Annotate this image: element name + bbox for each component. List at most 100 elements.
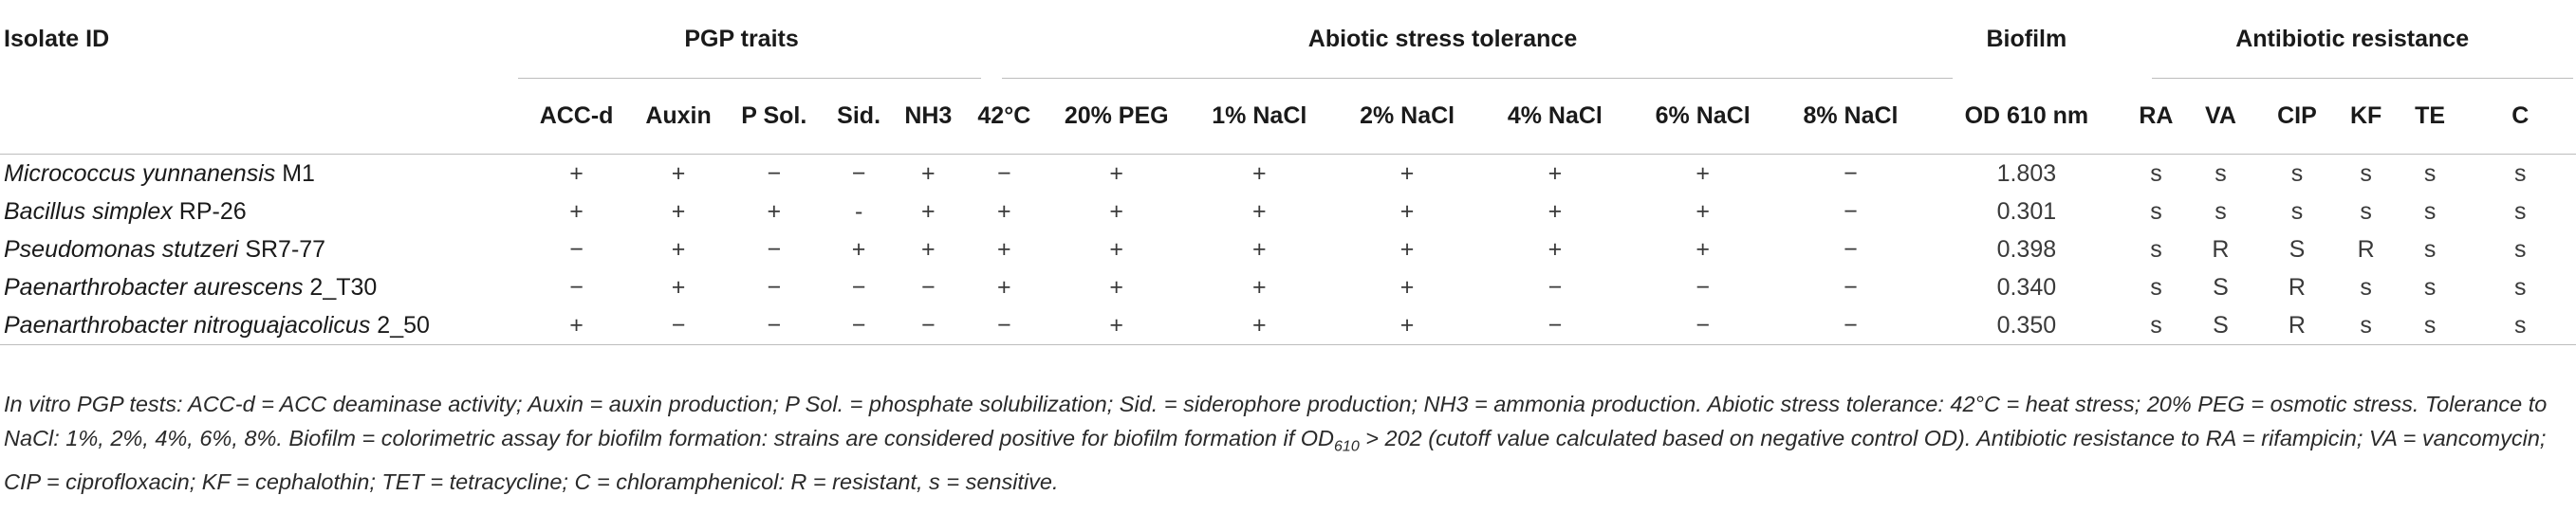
column-header: 2% NaCl: [1333, 78, 1481, 155]
table-cell: +: [1696, 197, 1710, 225]
table-cell: s: [2464, 306, 2576, 345]
isolate-genus: Paenarthrobacter aurescens: [4, 273, 304, 301]
table-cell: s: [2513, 273, 2527, 301]
table-cell: s: [2290, 159, 2304, 187]
table-row: Bacillus simplex RP-26 + + + - + + + + + + + − 0.301 s…: [0, 193, 2576, 230]
table-cell: −: [1776, 306, 1925, 345]
table-cell: −: [569, 273, 584, 301]
table-cell: −: [767, 235, 782, 263]
table-cell: R: [2257, 306, 2337, 345]
column-header: 6% NaCl: [1628, 78, 1777, 155]
column-header-row: ACC-d Auxin P Sol. Sid. NH3 42°C 20% PEG…: [0, 78, 2576, 155]
column-header: Sid.: [822, 78, 897, 155]
column-header: 20% PEG: [1047, 78, 1186, 155]
table-cell: +: [1109, 235, 1124, 263]
isolate-id-cell: Pseudomonas stutzeri SR7-77: [0, 230, 522, 268]
table-cell: −: [921, 273, 936, 301]
table-cell: s: [2423, 273, 2437, 301]
table-cell: −: [896, 306, 961, 345]
table-cell: S: [2289, 235, 2306, 263]
table-cell: −: [767, 273, 782, 301]
column-header: ACC-d: [522, 78, 631, 155]
table-cell: +: [1109, 197, 1124, 225]
table-cell: +: [671, 235, 686, 263]
table-cell: −: [630, 306, 727, 345]
table-cell: s: [2290, 197, 2304, 225]
group-abiotic-stress: Abiotic stress tolerance: [1307, 25, 1578, 52]
table-cell: −: [767, 159, 782, 187]
table-cell: −: [1547, 273, 1563, 301]
table-cell: 1.803: [1996, 159, 2057, 187]
table-cell: +: [1399, 197, 1415, 225]
isolate-strain: 2_50: [377, 311, 430, 339]
table-cell: −: [1844, 197, 1858, 225]
table-row: Pseudomonas stutzeri SR7-77 − + − + + + + + + + + − 0…: [0, 230, 2576, 268]
column-header: Auxin: [630, 78, 727, 155]
table-footnote: In vitro PGP tests: ACC-d = ACC deaminas…: [4, 387, 2566, 499]
table-cell: +: [1696, 235, 1710, 263]
column-header: P Sol.: [726, 78, 823, 155]
column-header: VA: [2183, 78, 2258, 155]
table-cell: +: [997, 235, 1011, 263]
isolate-genus: Paenarthrobacter nitroguajacolicus: [4, 311, 371, 339]
table-cell: s: [2215, 159, 2227, 187]
isolate-id-header: Isolate ID: [4, 25, 110, 52]
table-cell: S: [2213, 273, 2229, 301]
table-cell: +: [921, 159, 936, 187]
table-cell: R: [2288, 273, 2306, 301]
antibiotic-group-rule: [2152, 78, 2573, 79]
table-body: Micrococcus yunnanensis M1 + + − − + − + + + + + −1.…: [0, 155, 2576, 345]
column-header: CIP: [2257, 78, 2337, 155]
table-cell: +: [997, 273, 1011, 301]
column-header: 8% NaCl: [1776, 78, 1925, 155]
isolate-id-cell: Bacillus simplex RP-26: [0, 193, 522, 230]
table-cell: s: [2513, 159, 2527, 187]
isolate-strain: 2_T30: [309, 273, 378, 301]
table-cell: s: [2128, 306, 2184, 345]
table-cell: +: [1399, 159, 1415, 187]
table-cell: +: [1547, 197, 1563, 225]
table-row: Micrococcus yunnanensis M1 + + − − + − + + + + + − 1.…: [0, 155, 2576, 193]
column-header: TE: [2395, 78, 2465, 155]
column-header: 4% NaCl: [1480, 78, 1629, 155]
isolate-strain: RP-26: [178, 197, 247, 225]
table-cell: +: [1252, 273, 1267, 301]
footnote-subscript: 610: [1334, 438, 1360, 455]
pgp-group-rule: [518, 78, 981, 79]
table-cell: +: [1547, 159, 1563, 187]
table-row: Paenarthrobacter aurescens 2_T30 − + − − − + + +…: [0, 268, 2576, 306]
isolate-genus: Pseudomonas stutzeri: [4, 235, 239, 263]
table-row: Paenarthrobacter nitroguajacolicus 2_50 +…: [0, 306, 2576, 345]
table-cell: −: [822, 306, 897, 345]
table-cell: 0.340: [1996, 273, 2057, 301]
column-header: OD 610 nm: [1924, 78, 2129, 155]
table-cell: +: [671, 159, 686, 187]
table-cell: −: [1696, 273, 1710, 301]
table-cell: R: [2357, 235, 2375, 263]
isolate-strain: M1: [282, 159, 315, 187]
column-header: KF: [2336, 78, 2396, 155]
table-cell: s: [2360, 159, 2372, 187]
table-cell: s: [2423, 159, 2437, 187]
table-cell: S: [2183, 306, 2258, 345]
table-cell: +: [1109, 159, 1124, 187]
column-header: 1% NaCl: [1185, 78, 1334, 155]
group-header-row: Isolate ID PGP traits Abiotic stress tol…: [0, 0, 2576, 78]
isolate-strain: SR7-77: [245, 235, 326, 263]
table-cell: −: [1844, 235, 1858, 263]
results-table: Isolate ID PGP traits Abiotic stress tol…: [0, 0, 2576, 345]
table-cell: +: [1399, 235, 1415, 263]
table-cell: +: [522, 306, 631, 345]
table-cell: +: [1333, 306, 1481, 345]
table-cell: +: [671, 197, 686, 225]
table-cell: +: [1252, 159, 1267, 187]
table-cell: +: [569, 159, 584, 187]
table-cell: +: [851, 235, 866, 263]
table-cell: +: [921, 197, 936, 225]
table-cell: s: [2360, 197, 2372, 225]
table-cell: −: [851, 159, 866, 187]
column-header: NH3: [896, 78, 961, 155]
table-cell: +: [671, 273, 686, 301]
table-cell: +: [1399, 273, 1415, 301]
